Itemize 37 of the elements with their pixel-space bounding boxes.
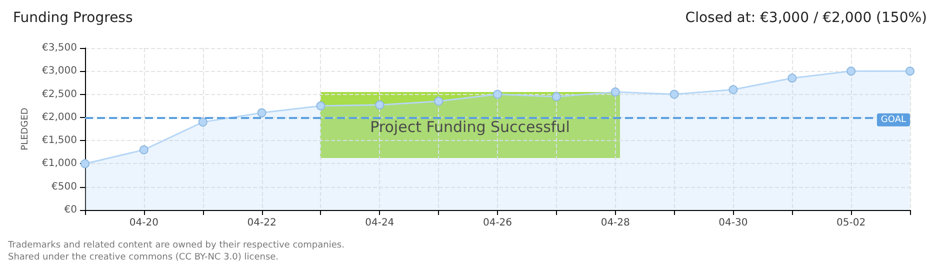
x-tick-label: 04-22 [247, 218, 276, 228]
point [375, 100, 384, 110]
y-tick-label: €2,500 [42, 88, 77, 100]
point [728, 85, 738, 94]
x-tick-label: 04-24 [365, 218, 394, 228]
point [139, 145, 148, 154]
chart-title: Funding Progress [13, 10, 133, 26]
point [198, 118, 208, 127]
x-tick-label: 05-02 [836, 218, 866, 228]
y-tick-label: €0 [64, 204, 77, 216]
y-tick-label: €1,000 [42, 158, 77, 170]
chart-subtitle: Closed at: €3,000 / €2,000 (150%) [685, 10, 928, 26]
point [316, 101, 326, 110]
point [610, 87, 620, 96]
ref-line-label: GOAL [880, 114, 906, 125]
text: Trademarks and related content are owned by their respective companies. [7, 240, 344, 250]
y-tick-label: €3,000 [42, 66, 77, 77]
x-tick-label: 04-26 [482, 218, 512, 228]
point [552, 92, 561, 102]
annotation: Project Funding Successful [369, 118, 571, 136]
point [257, 108, 266, 118]
y-tick-label: €500 [52, 181, 77, 192]
y-axis-title: PLEDGED [20, 108, 30, 150]
point [80, 159, 90, 168]
x-tick-label: 04-20 [129, 218, 158, 228]
y-tick-label: €1,500 [42, 135, 77, 146]
text: Shared under the creative commons (CC BY-NC 3.0) license. [8, 252, 279, 262]
x-tick-label: 04-30 [718, 218, 748, 228]
point [788, 74, 797, 83]
point [670, 90, 679, 99]
point [906, 66, 914, 76]
y-tick-label: €3,500 [42, 42, 77, 54]
y-tick-label: €2,000 [42, 112, 77, 123]
point [493, 90, 502, 99]
x-tick-label: 04-28 [600, 218, 630, 228]
point [846, 66, 856, 76]
point [434, 96, 444, 106]
